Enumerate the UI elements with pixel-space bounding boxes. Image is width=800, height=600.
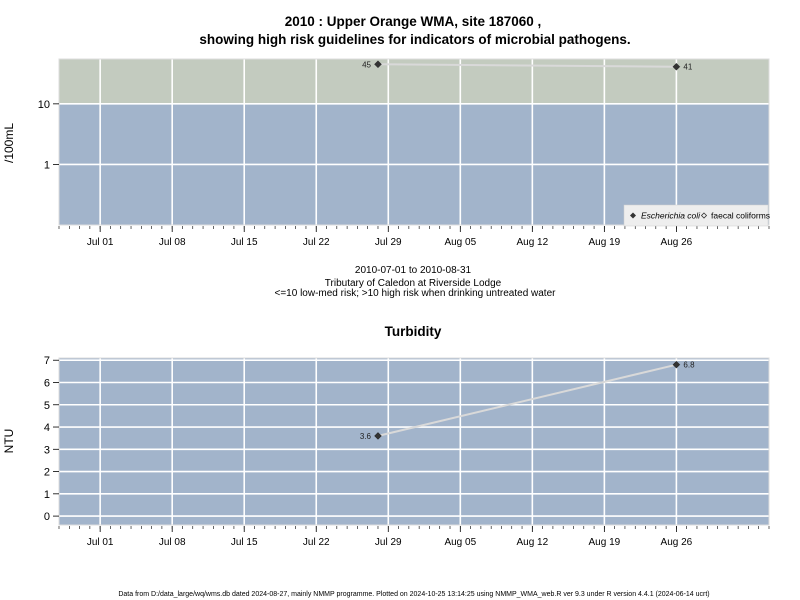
plot-background — [59, 358, 769, 525]
x-tick-label: Jul 08 — [159, 537, 186, 548]
x-tick-label: Aug 12 — [516, 537, 548, 548]
series-line — [377, 363, 677, 437]
data-point-label: 6.8 — [683, 361, 695, 370]
microbial-plot-panel: Jul 01 Jul 08 Jul 15 Jul 22 Jul 29 Aug 05 Aug … — [38, 58, 770, 248]
chart1-date-range: 2010-07-01 to 2010-08-31 — [355, 265, 472, 276]
data-point-marker — [672, 62, 681, 71]
turbidity-plot-panel: Jul 01 Jul 08 Jul 15 Jul 22 Jul 29 Aug 05 Aug … — [44, 355, 770, 548]
chart1-legend: Escherichia coli faecal coliforms — [623, 204, 770, 227]
x-tick-label: Jul 15 — [231, 237, 258, 248]
legend-box — [623, 204, 769, 227]
chart1-site-description: Tributary of Caledon at Riverside Lodge — [325, 278, 502, 289]
data-point-marker — [672, 360, 681, 369]
x-tick-label: Jul 29 — [375, 237, 402, 248]
x-tick-label: Jul 22 — [303, 537, 330, 548]
chart1-risk-note: <=10 low-med risk; >10 high risk when dr… — [275, 288, 557, 299]
x-tick-label: Jul 15 — [231, 537, 258, 548]
plot-frame — [58, 357, 770, 526]
data-point-label: 3.6 — [360, 432, 372, 441]
x-tick-label: Aug 12 — [516, 237, 548, 248]
y-tick-label: 10 — [38, 99, 50, 111]
footer-note: Data from D:/data_large/wq/wms.db dated … — [118, 591, 709, 598]
legend-entry-faecal-coliforms: faecal coliforms — [711, 211, 770, 221]
y-tick-label: 6 — [44, 377, 50, 389]
x-tick-label: Jul 01 — [87, 537, 114, 548]
y-tick-label: 1 — [44, 159, 50, 171]
x-tick-label: Aug 05 — [444, 537, 476, 548]
chart1-y-axis-label: /100mL — [2, 123, 16, 163]
data-point-label: 45 — [362, 60, 371, 69]
legend-faecal-marker — [700, 212, 708, 219]
x-tick-label: Jul 29 — [375, 537, 402, 548]
data-point-label: 41 — [683, 63, 692, 72]
y-tick-label: 4 — [44, 422, 50, 434]
plot-frame — [58, 58, 770, 226]
y-tick-label: 0 — [44, 511, 50, 523]
x-tick-label: Jul 22 — [303, 237, 330, 248]
legend-ecoli-marker — [630, 212, 636, 219]
y-tick-label: 3 — [44, 444, 50, 456]
x-tick-label: Aug 26 — [661, 537, 693, 548]
chart2-y-axis-label: NTU — [2, 429, 16, 454]
data-point-marker — [374, 60, 382, 69]
x-tick-label: Jul 08 — [159, 237, 186, 248]
series-line — [377, 63, 677, 68]
x-tick-label: Jul 01 — [87, 237, 114, 248]
y-tick-label: 2 — [44, 467, 50, 479]
chart1-title-line2: showing high risk guidelines for indicat… — [199, 32, 630, 47]
y-tick-label: 7 — [44, 355, 50, 367]
legend-entry-ecoli: Escherichia coli — [641, 211, 701, 221]
y-tick-label: 1 — [44, 489, 50, 501]
data-point-marker — [374, 432, 382, 440]
y-tick-label: 5 — [44, 400, 50, 412]
x-tick-label: Aug 26 — [661, 237, 693, 248]
x-tick-label: Aug 19 — [589, 237, 621, 248]
chart2-title: Turbidity — [385, 324, 442, 339]
x-tick-label: Aug 05 — [444, 237, 476, 248]
chart1-title-line1: 2010 : Upper Orange WMA, site 187060 , — [285, 14, 542, 29]
x-tick-label: Aug 19 — [589, 537, 621, 548]
